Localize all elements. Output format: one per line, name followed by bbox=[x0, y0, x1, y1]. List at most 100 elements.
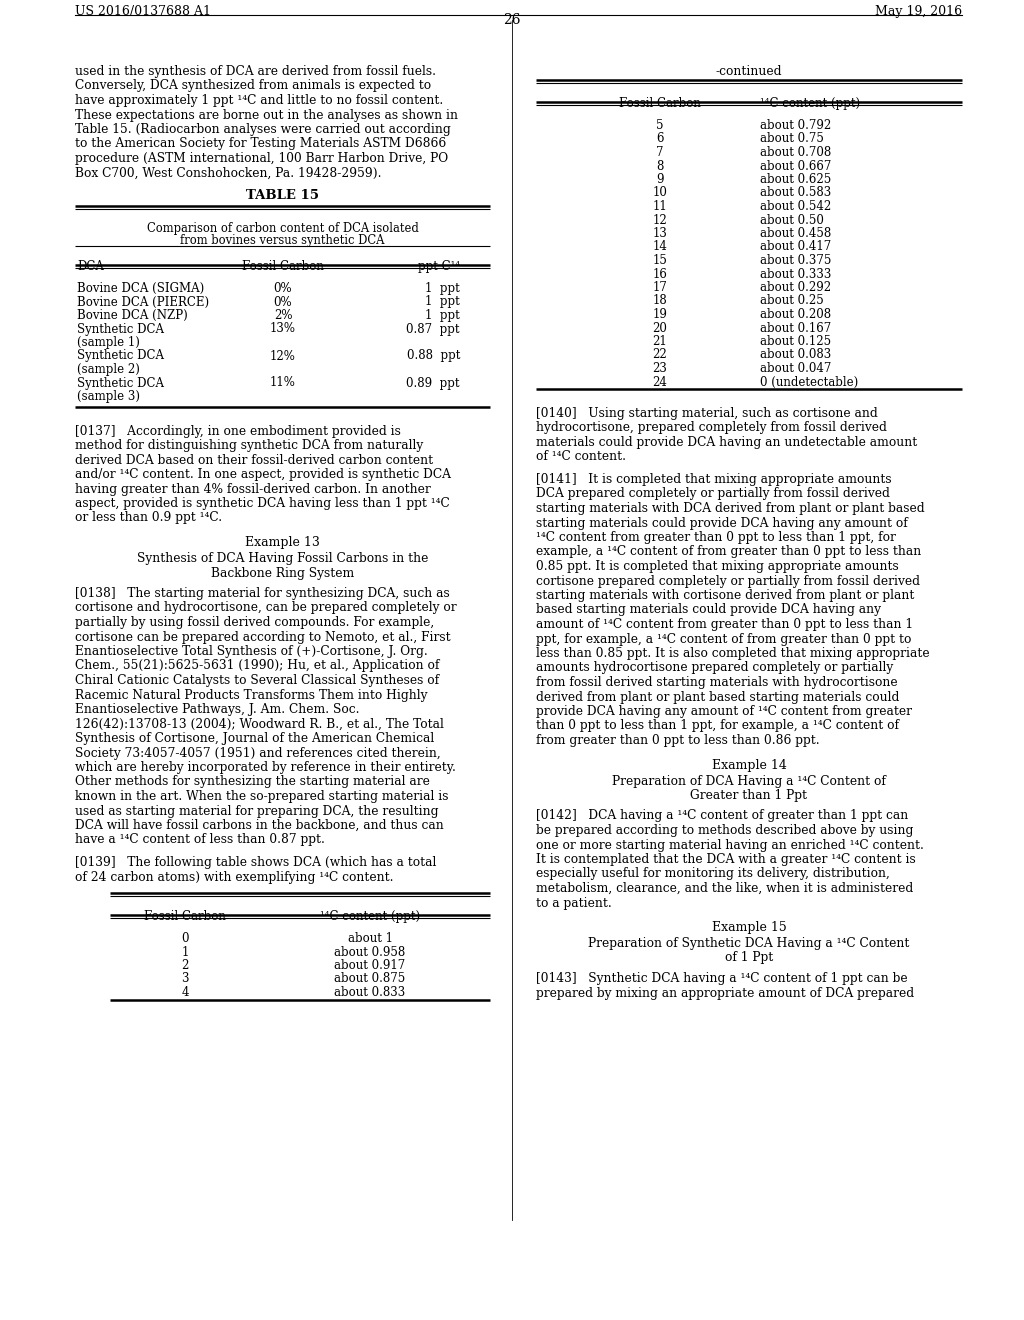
Text: starting materials could provide DCA having any amount of: starting materials could provide DCA hav… bbox=[536, 516, 907, 529]
Text: 2: 2 bbox=[181, 960, 188, 972]
Text: Box C700, West Conshohocken, Pa. 19428-2959).: Box C700, West Conshohocken, Pa. 19428-2… bbox=[75, 166, 382, 180]
Text: TABLE 15: TABLE 15 bbox=[246, 189, 319, 202]
Text: [0137]   Accordingly, in one embodiment provided is: [0137] Accordingly, in one embodiment pr… bbox=[75, 425, 400, 437]
Text: ¹⁴C content from greater than 0 ppt to less than 1 ppt, for: ¹⁴C content from greater than 0 ppt to l… bbox=[536, 531, 896, 544]
Text: [0140]   Using starting material, such as cortisone and: [0140] Using starting material, such as … bbox=[536, 407, 878, 420]
Text: about 0.583: about 0.583 bbox=[760, 186, 831, 199]
Text: example, a ¹⁴C content of from greater than 0 ppt to less than: example, a ¹⁴C content of from greater t… bbox=[536, 545, 922, 558]
Text: 23: 23 bbox=[652, 362, 668, 375]
Text: prepared by mixing an appropriate amount of DCA prepared: prepared by mixing an appropriate amount… bbox=[536, 986, 914, 999]
Text: about 1: about 1 bbox=[347, 932, 392, 945]
Text: Fossil Carbon: Fossil Carbon bbox=[144, 909, 226, 923]
Text: about 0.917: about 0.917 bbox=[335, 960, 406, 972]
Text: 1  ppt: 1 ppt bbox=[425, 282, 460, 294]
Text: from greater than 0 ppt to less than 0.86 ppt.: from greater than 0 ppt to less than 0.8… bbox=[536, 734, 819, 747]
Text: May 19, 2016: May 19, 2016 bbox=[874, 5, 962, 18]
Text: have approximately 1 ppt ¹⁴C and little to no fossil content.: have approximately 1 ppt ¹⁴C and little … bbox=[75, 94, 443, 107]
Text: Preparation of DCA Having a ¹⁴C Content of: Preparation of DCA Having a ¹⁴C Content … bbox=[612, 775, 886, 788]
Text: 7: 7 bbox=[656, 147, 664, 158]
Text: 1  ppt: 1 ppt bbox=[425, 296, 460, 309]
Text: (sample 1): (sample 1) bbox=[77, 337, 140, 348]
Text: [0143]   Synthetic DCA having a ¹⁴C content of 1 ppt can be: [0143] Synthetic DCA having a ¹⁴C conten… bbox=[536, 972, 907, 985]
Text: of 24 carbon atoms) with exemplifying ¹⁴C content.: of 24 carbon atoms) with exemplifying ¹⁴… bbox=[75, 870, 393, 883]
Text: derived DCA based on their fossil-derived carbon content: derived DCA based on their fossil-derive… bbox=[75, 454, 433, 466]
Text: amount of ¹⁴C content from greater than 0 ppt to less than 1: amount of ¹⁴C content from greater than … bbox=[536, 618, 913, 631]
Text: starting materials with DCA derived from plant or plant based: starting materials with DCA derived from… bbox=[536, 502, 925, 515]
Text: from fossil derived starting materials with hydrocortisone: from fossil derived starting materials w… bbox=[536, 676, 898, 689]
Text: materials could provide DCA having an undetectable amount: materials could provide DCA having an un… bbox=[536, 436, 918, 449]
Text: Chiral Cationic Catalysts to Several Classical Syntheses of: Chiral Cationic Catalysts to Several Cla… bbox=[75, 675, 439, 686]
Text: 0%: 0% bbox=[273, 296, 292, 309]
Text: 6: 6 bbox=[656, 132, 664, 145]
Text: [0141]   It is completed that mixing appropriate amounts: [0141] It is completed that mixing appro… bbox=[536, 473, 892, 486]
Text: 0: 0 bbox=[181, 932, 188, 945]
Text: about 0.047: about 0.047 bbox=[760, 362, 831, 375]
Text: Conversely, DCA synthesized from animals is expected to: Conversely, DCA synthesized from animals… bbox=[75, 79, 431, 92]
Text: (sample 2): (sample 2) bbox=[77, 363, 140, 376]
Text: 10: 10 bbox=[652, 186, 668, 199]
Text: used in the synthesis of DCA are derived from fossil fuels.: used in the synthesis of DCA are derived… bbox=[75, 65, 436, 78]
Text: Synthesis of Cortisone, Journal of the American Chemical: Synthesis of Cortisone, Journal of the A… bbox=[75, 733, 434, 744]
Text: metabolism, clearance, and the like, when it is administered: metabolism, clearance, and the like, whe… bbox=[536, 882, 913, 895]
Text: 11: 11 bbox=[652, 201, 668, 213]
Text: Enantioselective Pathways, J. Am. Chem. Soc.: Enantioselective Pathways, J. Am. Chem. … bbox=[75, 704, 359, 715]
Text: US 2016/0137688 A1: US 2016/0137688 A1 bbox=[75, 5, 211, 18]
Text: 0.88  ppt: 0.88 ppt bbox=[407, 350, 460, 363]
Text: cortisone prepared completely or partially from fossil derived: cortisone prepared completely or partial… bbox=[536, 574, 920, 587]
Text: Bovine DCA (NZP): Bovine DCA (NZP) bbox=[77, 309, 187, 322]
Text: Synthesis of DCA Having Fossil Carbons in the: Synthesis of DCA Having Fossil Carbons i… bbox=[137, 552, 428, 565]
Text: Synthetic DCA: Synthetic DCA bbox=[77, 322, 164, 335]
Text: Fossil Carbon: Fossil Carbon bbox=[620, 96, 701, 110]
Text: based starting materials could provide DCA having any: based starting materials could provide D… bbox=[536, 603, 881, 616]
Text: to the American Society for Testing Materials ASTM D6866: to the American Society for Testing Mate… bbox=[75, 137, 446, 150]
Text: be prepared according to methods described above by using: be prepared according to methods describ… bbox=[536, 824, 913, 837]
Text: Society 73:4057-4057 (1951) and references cited therein,: Society 73:4057-4057 (1951) and referenc… bbox=[75, 747, 440, 759]
Text: 20: 20 bbox=[652, 322, 668, 334]
Text: especially useful for monitoring its delivery, distribution,: especially useful for monitoring its del… bbox=[536, 867, 890, 880]
Text: These expectations are borne out in the analyses as shown in: These expectations are borne out in the … bbox=[75, 108, 458, 121]
Text: procedure (ASTM international, 100 Barr Harbon Drive, PO: procedure (ASTM international, 100 Barr … bbox=[75, 152, 449, 165]
Text: Synthetic DCA: Synthetic DCA bbox=[77, 350, 164, 363]
Text: -continued: -continued bbox=[716, 65, 782, 78]
Text: than 0 ppt to less than 1 ppt, for example, a ¹⁴C content of: than 0 ppt to less than 1 ppt, for examp… bbox=[536, 719, 899, 733]
Text: about 0.167: about 0.167 bbox=[760, 322, 831, 334]
Text: ¹⁴C content (ppt): ¹⁴C content (ppt) bbox=[760, 96, 860, 110]
Text: Preparation of Synthetic DCA Having a ¹⁴C Content: Preparation of Synthetic DCA Having a ¹⁴… bbox=[589, 937, 909, 950]
Text: Greater than 1 Ppt: Greater than 1 Ppt bbox=[690, 789, 808, 803]
Text: [0142]   DCA having a ¹⁴C content of greater than 1 ppt can: [0142] DCA having a ¹⁴C content of great… bbox=[536, 809, 908, 822]
Text: about 0.625: about 0.625 bbox=[760, 173, 831, 186]
Text: 1  ppt: 1 ppt bbox=[425, 309, 460, 322]
Text: Backbone Ring System: Backbone Ring System bbox=[211, 566, 354, 579]
Text: method for distinguishing synthetic DCA from naturally: method for distinguishing synthetic DCA … bbox=[75, 440, 423, 451]
Text: ¹⁴C content (ppt): ¹⁴C content (ppt) bbox=[319, 909, 420, 923]
Text: Example 13: Example 13 bbox=[245, 536, 319, 549]
Text: [0138]   The starting material for synthesizing DCA, such as: [0138] The starting material for synthes… bbox=[75, 587, 450, 601]
Text: 24: 24 bbox=[652, 375, 668, 388]
Text: Enantioselective Total Synthesis of (+)-Cortisone, J. Org.: Enantioselective Total Synthesis of (+)-… bbox=[75, 645, 428, 657]
Text: 26: 26 bbox=[503, 13, 521, 26]
Text: and/or ¹⁴C content. In one aspect, provided is synthetic DCA: and/or ¹⁴C content. In one aspect, provi… bbox=[75, 469, 451, 480]
Text: known in the art. When the so-prepared starting material is: known in the art. When the so-prepared s… bbox=[75, 789, 449, 803]
Text: to a patient.: to a patient. bbox=[536, 896, 611, 909]
Text: of 1 Ppt: of 1 Ppt bbox=[725, 952, 773, 965]
Text: about 0.958: about 0.958 bbox=[335, 945, 406, 958]
Text: 17: 17 bbox=[652, 281, 668, 294]
Text: about 0.792: about 0.792 bbox=[760, 119, 831, 132]
Text: about 0.25: about 0.25 bbox=[760, 294, 823, 308]
Text: Other methods for synthesizing the starting material are: Other methods for synthesizing the start… bbox=[75, 776, 430, 788]
Text: having greater than 4% fossil-derived carbon. In another: having greater than 4% fossil-derived ca… bbox=[75, 483, 431, 495]
Text: 1: 1 bbox=[181, 945, 188, 958]
Text: one or more starting material having an enriched ¹⁴C content.: one or more starting material having an … bbox=[536, 838, 924, 851]
Text: about 0.292: about 0.292 bbox=[760, 281, 831, 294]
Text: about 0.542: about 0.542 bbox=[760, 201, 831, 213]
Text: 0.89  ppt: 0.89 ppt bbox=[407, 376, 460, 389]
Text: 21: 21 bbox=[652, 335, 668, 348]
Text: DCA prepared completely or partially from fossil derived: DCA prepared completely or partially fro… bbox=[536, 487, 890, 500]
Text: DCA will have fossil carbons in the backbone, and thus can: DCA will have fossil carbons in the back… bbox=[75, 818, 443, 832]
Text: 8: 8 bbox=[656, 160, 664, 173]
Text: about 0.417: about 0.417 bbox=[760, 240, 831, 253]
Text: or less than 0.9 ppt ¹⁴C.: or less than 0.9 ppt ¹⁴C. bbox=[75, 511, 222, 524]
Text: Synthetic DCA: Synthetic DCA bbox=[77, 376, 164, 389]
Text: It is contemplated that the DCA with a greater ¹⁴C content is: It is contemplated that the DCA with a g… bbox=[536, 853, 915, 866]
Text: hydrocortisone, prepared completely from fossil derived: hydrocortisone, prepared completely from… bbox=[536, 421, 887, 434]
